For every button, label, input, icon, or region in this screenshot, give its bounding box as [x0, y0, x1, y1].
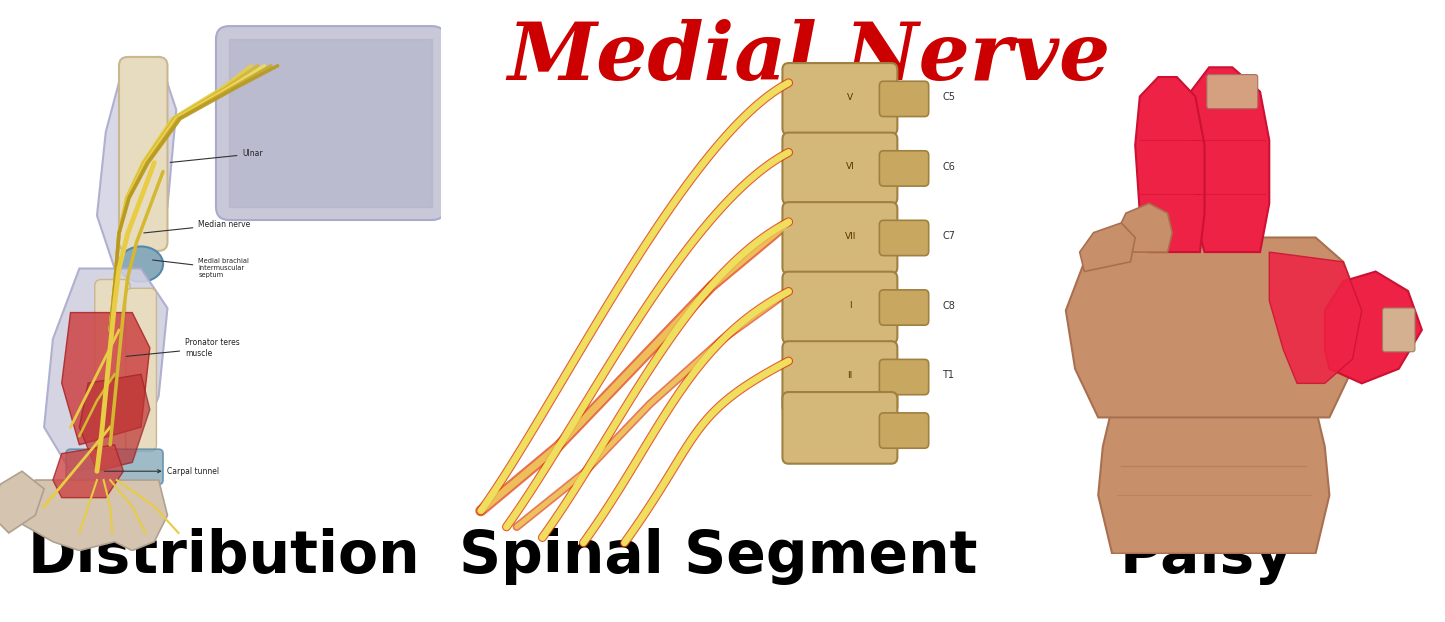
- FancyBboxPatch shape: [798, 191, 883, 210]
- FancyBboxPatch shape: [880, 81, 929, 116]
- FancyBboxPatch shape: [126, 289, 156, 452]
- FancyBboxPatch shape: [215, 26, 445, 220]
- Polygon shape: [43, 269, 168, 471]
- FancyBboxPatch shape: [1207, 75, 1257, 109]
- FancyBboxPatch shape: [798, 121, 883, 141]
- Text: C6: C6: [942, 162, 955, 172]
- FancyBboxPatch shape: [782, 132, 897, 204]
- Text: Ulnar: Ulnar: [171, 149, 263, 162]
- Text: Medial brachial
intermuscular
septum: Medial brachial intermuscular septum: [153, 259, 249, 279]
- FancyBboxPatch shape: [880, 413, 929, 448]
- Polygon shape: [1117, 203, 1172, 252]
- Text: Distribution: Distribution: [27, 527, 420, 585]
- Text: C8: C8: [942, 301, 955, 311]
- Polygon shape: [62, 313, 150, 445]
- Text: C7: C7: [942, 231, 955, 241]
- Text: Palsy: Palsy: [1120, 527, 1293, 585]
- Polygon shape: [1186, 67, 1269, 252]
- FancyBboxPatch shape: [66, 449, 163, 485]
- Text: T1: T1: [942, 371, 955, 381]
- Polygon shape: [53, 445, 123, 498]
- Text: Spinal Segment: Spinal Segment: [460, 527, 977, 585]
- FancyBboxPatch shape: [880, 360, 929, 395]
- FancyBboxPatch shape: [1383, 308, 1415, 352]
- FancyBboxPatch shape: [782, 202, 897, 274]
- Text: Medial Nerve: Medial Nerve: [507, 19, 1111, 96]
- Polygon shape: [17, 480, 168, 550]
- FancyBboxPatch shape: [798, 261, 883, 280]
- Polygon shape: [1079, 223, 1136, 272]
- Text: V: V: [847, 93, 853, 102]
- FancyBboxPatch shape: [782, 272, 897, 343]
- Polygon shape: [1136, 77, 1205, 252]
- FancyBboxPatch shape: [798, 330, 883, 349]
- FancyBboxPatch shape: [880, 290, 929, 325]
- Polygon shape: [0, 471, 43, 533]
- FancyBboxPatch shape: [95, 279, 130, 460]
- Polygon shape: [97, 57, 176, 269]
- Text: II: II: [848, 371, 853, 380]
- Polygon shape: [1066, 238, 1361, 417]
- FancyBboxPatch shape: [782, 392, 897, 464]
- FancyBboxPatch shape: [880, 151, 929, 186]
- Text: VI: VI: [845, 162, 854, 171]
- FancyBboxPatch shape: [782, 63, 897, 135]
- Polygon shape: [79, 374, 150, 471]
- FancyBboxPatch shape: [880, 220, 929, 256]
- Polygon shape: [1269, 252, 1361, 383]
- Text: Pronator teres
muscle: Pronator teres muscle: [126, 338, 240, 358]
- Text: I: I: [848, 302, 851, 310]
- Polygon shape: [1098, 407, 1329, 554]
- Polygon shape: [1325, 272, 1422, 383]
- FancyBboxPatch shape: [118, 57, 168, 251]
- Text: Median nerve: Median nerve: [144, 220, 250, 233]
- Text: C5: C5: [942, 92, 955, 102]
- Text: Carpal tunnel: Carpal tunnel: [104, 466, 220, 476]
- Ellipse shape: [118, 246, 163, 282]
- FancyBboxPatch shape: [782, 341, 897, 413]
- Text: VII: VII: [844, 232, 855, 241]
